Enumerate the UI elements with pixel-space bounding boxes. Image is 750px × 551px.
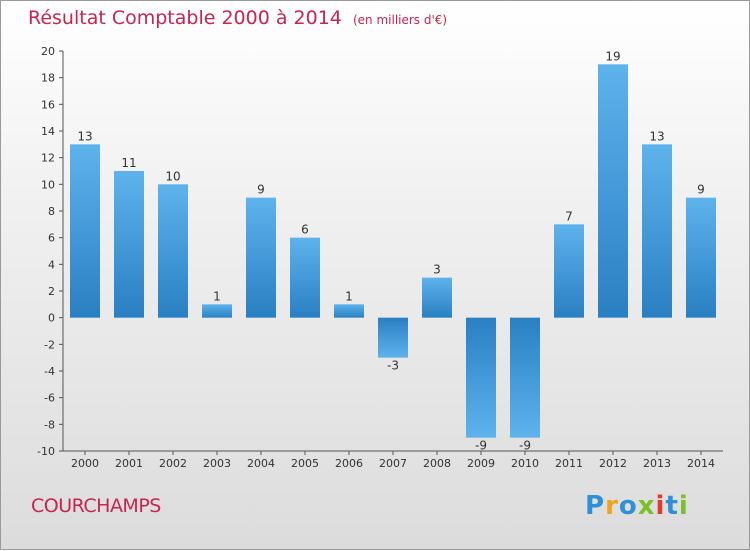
bar-2009	[466, 317, 496, 438]
x-tick-label: 2009	[467, 457, 495, 470]
logo-letter: x	[637, 491, 656, 521]
bar-2008	[422, 277, 452, 318]
value-label-2007: -3	[387, 359, 399, 373]
logo-letter: t	[665, 491, 679, 521]
y-tick-label: 12	[41, 152, 55, 165]
y-tick-label: -10	[37, 445, 55, 458]
logo-letter: P	[585, 491, 606, 521]
value-label-2005: 6	[301, 223, 309, 237]
value-label-2013: 13	[649, 129, 664, 143]
bar-2013	[642, 144, 672, 318]
y-tick-label: 6	[48, 232, 55, 245]
x-tick-label: 2008	[423, 457, 451, 470]
value-label-2000: 13	[77, 129, 92, 143]
chart-unit: (en milliers d'€)	[352, 13, 448, 27]
y-tick-label: -2	[44, 338, 55, 351]
value-label-2008: 3	[433, 263, 441, 277]
y-tick-label: -4	[44, 365, 55, 378]
x-tick-label: 2000	[71, 457, 99, 470]
logo-letter: i	[655, 491, 666, 521]
x-tick-label: 2012	[599, 457, 627, 470]
bar-2002	[158, 184, 188, 318]
value-label-2003: 1	[213, 289, 221, 303]
value-label-2010: -9	[519, 439, 531, 453]
y-tick-label: 10	[41, 178, 55, 191]
value-label-2009: -9	[475, 439, 487, 453]
logo-letter: r	[605, 491, 619, 521]
y-tick-label: 0	[48, 312, 55, 325]
x-tick-label: 2007	[379, 457, 407, 470]
bars-group	[70, 64, 716, 438]
bar-2010	[510, 317, 540, 438]
bar-2014	[686, 197, 716, 318]
commune-name: COURCHAMPS	[31, 495, 161, 517]
x-tick-label: 2013	[643, 457, 671, 470]
bar-2000	[70, 144, 100, 318]
y-tick-label: -8	[44, 418, 55, 431]
y-tick-label: 16	[41, 98, 55, 111]
proxiti-logo: Proxiti	[585, 491, 689, 521]
value-label-2014: 9	[697, 183, 705, 197]
bar-2012	[598, 64, 628, 318]
y-tick-label: 20	[41, 45, 55, 58]
x-tick-label: 2004	[247, 457, 275, 470]
bar-2006	[334, 304, 364, 318]
value-label-2002: 10	[165, 169, 180, 183]
x-tick-label: 2010	[511, 457, 539, 470]
x-tick-label: 2001	[115, 457, 143, 470]
bar-2001	[114, 171, 144, 318]
value-label-2001: 11	[121, 156, 136, 170]
x-tick-label: 2006	[335, 457, 363, 470]
y-tick-label: 18	[41, 72, 55, 85]
chart-title: Résultat Comptable 2000 à 2014	[28, 7, 342, 29]
y-tick-label: 4	[48, 258, 55, 271]
y-tick-label: 8	[48, 205, 55, 218]
x-tick-label: 2005	[291, 457, 319, 470]
y-tick-label: 2	[48, 285, 55, 298]
chart-title-group: Résultat Comptable 2000 à 2014 (en milli…	[28, 7, 447, 29]
bar-2007	[378, 317, 408, 358]
x-tick-label: 2011	[555, 457, 583, 470]
value-label-2012: 19	[605, 49, 620, 63]
value-label-2011: 7	[565, 209, 573, 223]
y-tick-label: 14	[41, 125, 55, 138]
y-tick-label: -6	[44, 392, 55, 405]
x-tick-label: 2014	[687, 457, 715, 470]
bar-2003	[202, 304, 232, 318]
bar-2005	[290, 237, 320, 318]
bar-2011	[554, 224, 584, 318]
logo-letter: o	[618, 491, 638, 521]
logo-letter: i	[678, 491, 689, 521]
x-tick-label: 2002	[159, 457, 187, 470]
value-label-2004: 9	[257, 183, 265, 197]
x-tick-label: 2003	[203, 457, 231, 470]
value-label-2006: 1	[345, 289, 353, 303]
bar-2004	[246, 197, 276, 318]
